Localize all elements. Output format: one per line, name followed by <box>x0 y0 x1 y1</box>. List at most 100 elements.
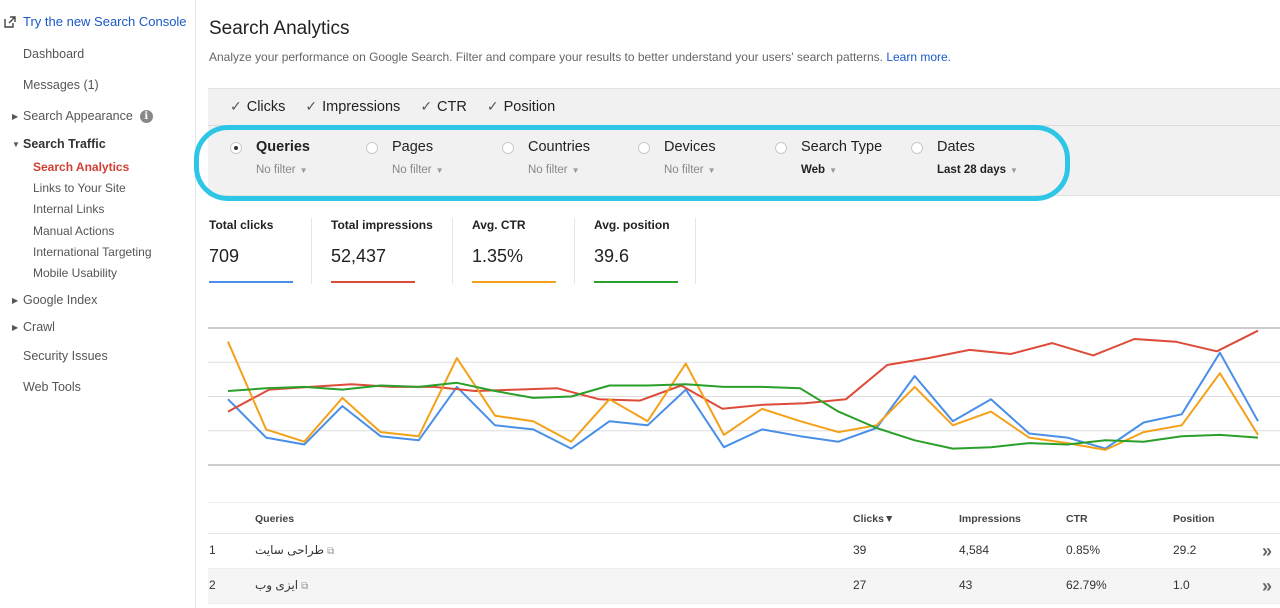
stat-value: 709 <box>209 246 240 266</box>
sidebar-subitem-international-targeting[interactable]: International Targeting <box>33 245 152 259</box>
sort-desc-icon: ▼ <box>883 513 895 525</box>
query-text: طراحی سایت <box>255 543 325 557</box>
dimension-label: Search Type <box>801 139 883 155</box>
caret-down-icon: ▼ <box>707 166 716 175</box>
radio-unselected[interactable] <box>911 142 923 154</box>
sidebar-item-crawl[interactable]: ▶ Crawl <box>12 320 55 334</box>
sidebar-item-label: Security Issues <box>23 349 108 363</box>
dimension-selector: Queries No filter ▼ Pages No filter ▼ Coun… <box>208 133 1280 193</box>
stat-total-impressions[interactable]: Total impressions 52,437 <box>331 218 433 284</box>
row-index: 1 <box>209 543 216 557</box>
sidebar-item-search-traffic[interactable]: ▼ Search Traffic <box>12 137 106 151</box>
clicks-cell: 27 <box>853 578 867 592</box>
column-header-impressions[interactable]: Impressions <box>959 513 1021 525</box>
sidebar-item-dashboard[interactable]: Dashboard <box>23 47 84 61</box>
query-cell[interactable]: طراحی سایت ⧉ <box>255 543 334 557</box>
filter-dropdown[interactable]: No filter ▼ <box>256 164 308 176</box>
radio-unselected[interactable] <box>638 142 650 154</box>
triangle-right-icon: ▶ <box>12 322 19 332</box>
series-line-avg-position[interactable] <box>227 381 1259 450</box>
main-content: Search Analytics Analyze your performanc… <box>194 0 1280 608</box>
radio-unselected[interactable] <box>775 142 787 154</box>
series-line-avg-ctr[interactable] <box>227 341 1259 451</box>
sidebar-item-google-index[interactable]: ▶ Google Index <box>12 293 97 307</box>
query-cell[interactable]: ایزی وب ⧉ <box>255 578 308 592</box>
external-link-icon <box>4 15 16 28</box>
sidebar-item-web-tools[interactable]: Web Tools <box>23 380 81 394</box>
filter-dropdown[interactable]: No filter ▼ <box>528 164 580 176</box>
sidebar-subitem-links-to-your-site[interactable]: Links to Your Site <box>33 181 126 195</box>
series-line-total-impressions[interactable] <box>227 329 1259 413</box>
dimension-label: Queries <box>256 139 310 155</box>
checkbox-clicks[interactable]: ✓ Clicks <box>230 98 285 115</box>
checkmark-icon: ✓ <box>486 98 499 114</box>
column-header-label: Clicks <box>853 513 884 525</box>
clicks-cell: 39 <box>853 543 867 557</box>
radio-unselected[interactable] <box>502 142 514 154</box>
caret-down-icon: ▼ <box>1010 166 1018 175</box>
sidebar-item-security-issues[interactable]: Security Issues <box>23 349 108 363</box>
impressions-cell: 43 <box>959 578 973 592</box>
filter-dropdown[interactable]: No filter ▼ <box>392 164 444 176</box>
checkbox-label: Position <box>503 98 556 115</box>
filter-dropdown[interactable]: No filter ▼ <box>664 164 716 176</box>
column-header-queries[interactable]: Queries <box>255 513 295 525</box>
sidebar-item-label: Crawl <box>23 320 55 334</box>
external-link-icon[interactable]: ⧉ <box>327 546 335 557</box>
page-subtitle: Analyze your performance on Google Searc… <box>209 50 951 64</box>
info-icon[interactable]: i <box>139 109 153 123</box>
stat-label: Avg. CTR <box>472 218 526 232</box>
sidebar-subitem-internal-links[interactable]: Internal Links <box>33 202 105 216</box>
queries-table: Queries Clicks▼ Impressions CTR Position… <box>208 502 1280 604</box>
radio-selected[interactable] <box>230 142 242 154</box>
dimension-label: Devices <box>664 139 716 155</box>
column-header-position[interactable]: Position <box>1173 513 1215 525</box>
stat-avg-position[interactable]: Avg. position 39.6 <box>594 218 678 284</box>
filter-dropdown[interactable]: Last 28 days ▼ <box>937 164 1018 176</box>
column-header-clicks[interactable]: Clicks▼ <box>853 513 894 525</box>
radio-unselected[interactable] <box>366 142 378 154</box>
checkbox-label: CTR <box>437 98 467 115</box>
caret-down-icon: ▼ <box>299 166 308 175</box>
dimension-label: Dates <box>937 139 975 155</box>
stat-label: Avg. position <box>594 218 670 232</box>
stat-avg-ctr[interactable]: Avg. CTR 1.35% <box>472 218 556 284</box>
table-row[interactable]: 2 ایزی وب ⧉ 27 43 62.79% 1.0 » <box>208 569 1280 604</box>
filter-value: No filter <box>392 164 432 176</box>
column-header-ctr[interactable]: CTR <box>1066 513 1088 525</box>
filter-dropdown[interactable]: Web ▼ <box>801 164 837 176</box>
sidebar-item-messages[interactable]: Messages (1) <box>23 78 99 92</box>
sidebar-item-label: Search Appearance <box>23 109 133 123</box>
sidebar-subitem-search-analytics[interactable]: Search Analytics <box>33 160 130 174</box>
sidebar-item-search-appearance[interactable]: ▶ Search Appearance i <box>12 109 153 123</box>
try-new-console-link[interactable]: Try the new Search Console <box>4 14 187 29</box>
learn-more-link[interactable]: Learn more. <box>886 50 952 64</box>
checkmark-icon: ✓ <box>420 98 433 114</box>
row-index: 2 <box>209 578 216 592</box>
sidebar-subitem-mobile-usability[interactable]: Mobile Usability <box>33 266 118 280</box>
table-row[interactable]: 1 طراحی سایت ⧉ 39 4,584 0.85% 29.2 » <box>208 534 1280 569</box>
external-link-icon[interactable]: ⧉ <box>301 581 309 592</box>
series-line-total-clicks[interactable] <box>227 351 1259 450</box>
divider <box>695 218 696 284</box>
filter-value: Last 28 days <box>937 164 1007 176</box>
stat-color-bar <box>472 281 556 283</box>
stat-total-clicks[interactable]: Total clicks 709 <box>209 218 293 284</box>
double-chevron-right-icon[interactable]: » <box>1261 541 1272 561</box>
checkbox-ctr[interactable]: ✓ CTR <box>420 98 467 115</box>
checkbox-impressions[interactable]: ✓ Impressions <box>305 98 400 115</box>
sidebar: Try the new Search Console Dashboard Mes… <box>0 0 196 608</box>
sidebar-subitem-manual-actions[interactable]: Manual Actions <box>33 224 115 238</box>
checkbox-position[interactable]: ✓ Position <box>487 98 555 115</box>
triangle-right-icon: ▶ <box>12 111 19 121</box>
stat-value: 52,437 <box>331 246 387 266</box>
performance-line-chart[interactable] <box>208 318 1280 478</box>
stat-color-bar <box>594 281 678 283</box>
sidebar-item-label: Search Traffic <box>23 137 106 151</box>
divider <box>574 218 575 284</box>
caret-down-icon: ▼ <box>571 166 580 175</box>
double-chevron-right-icon[interactable]: » <box>1261 576 1272 596</box>
ctr-cell: 0.85% <box>1066 543 1101 557</box>
position-cell: 1.0 <box>1173 578 1190 592</box>
page-title: Search Analytics <box>209 18 350 39</box>
